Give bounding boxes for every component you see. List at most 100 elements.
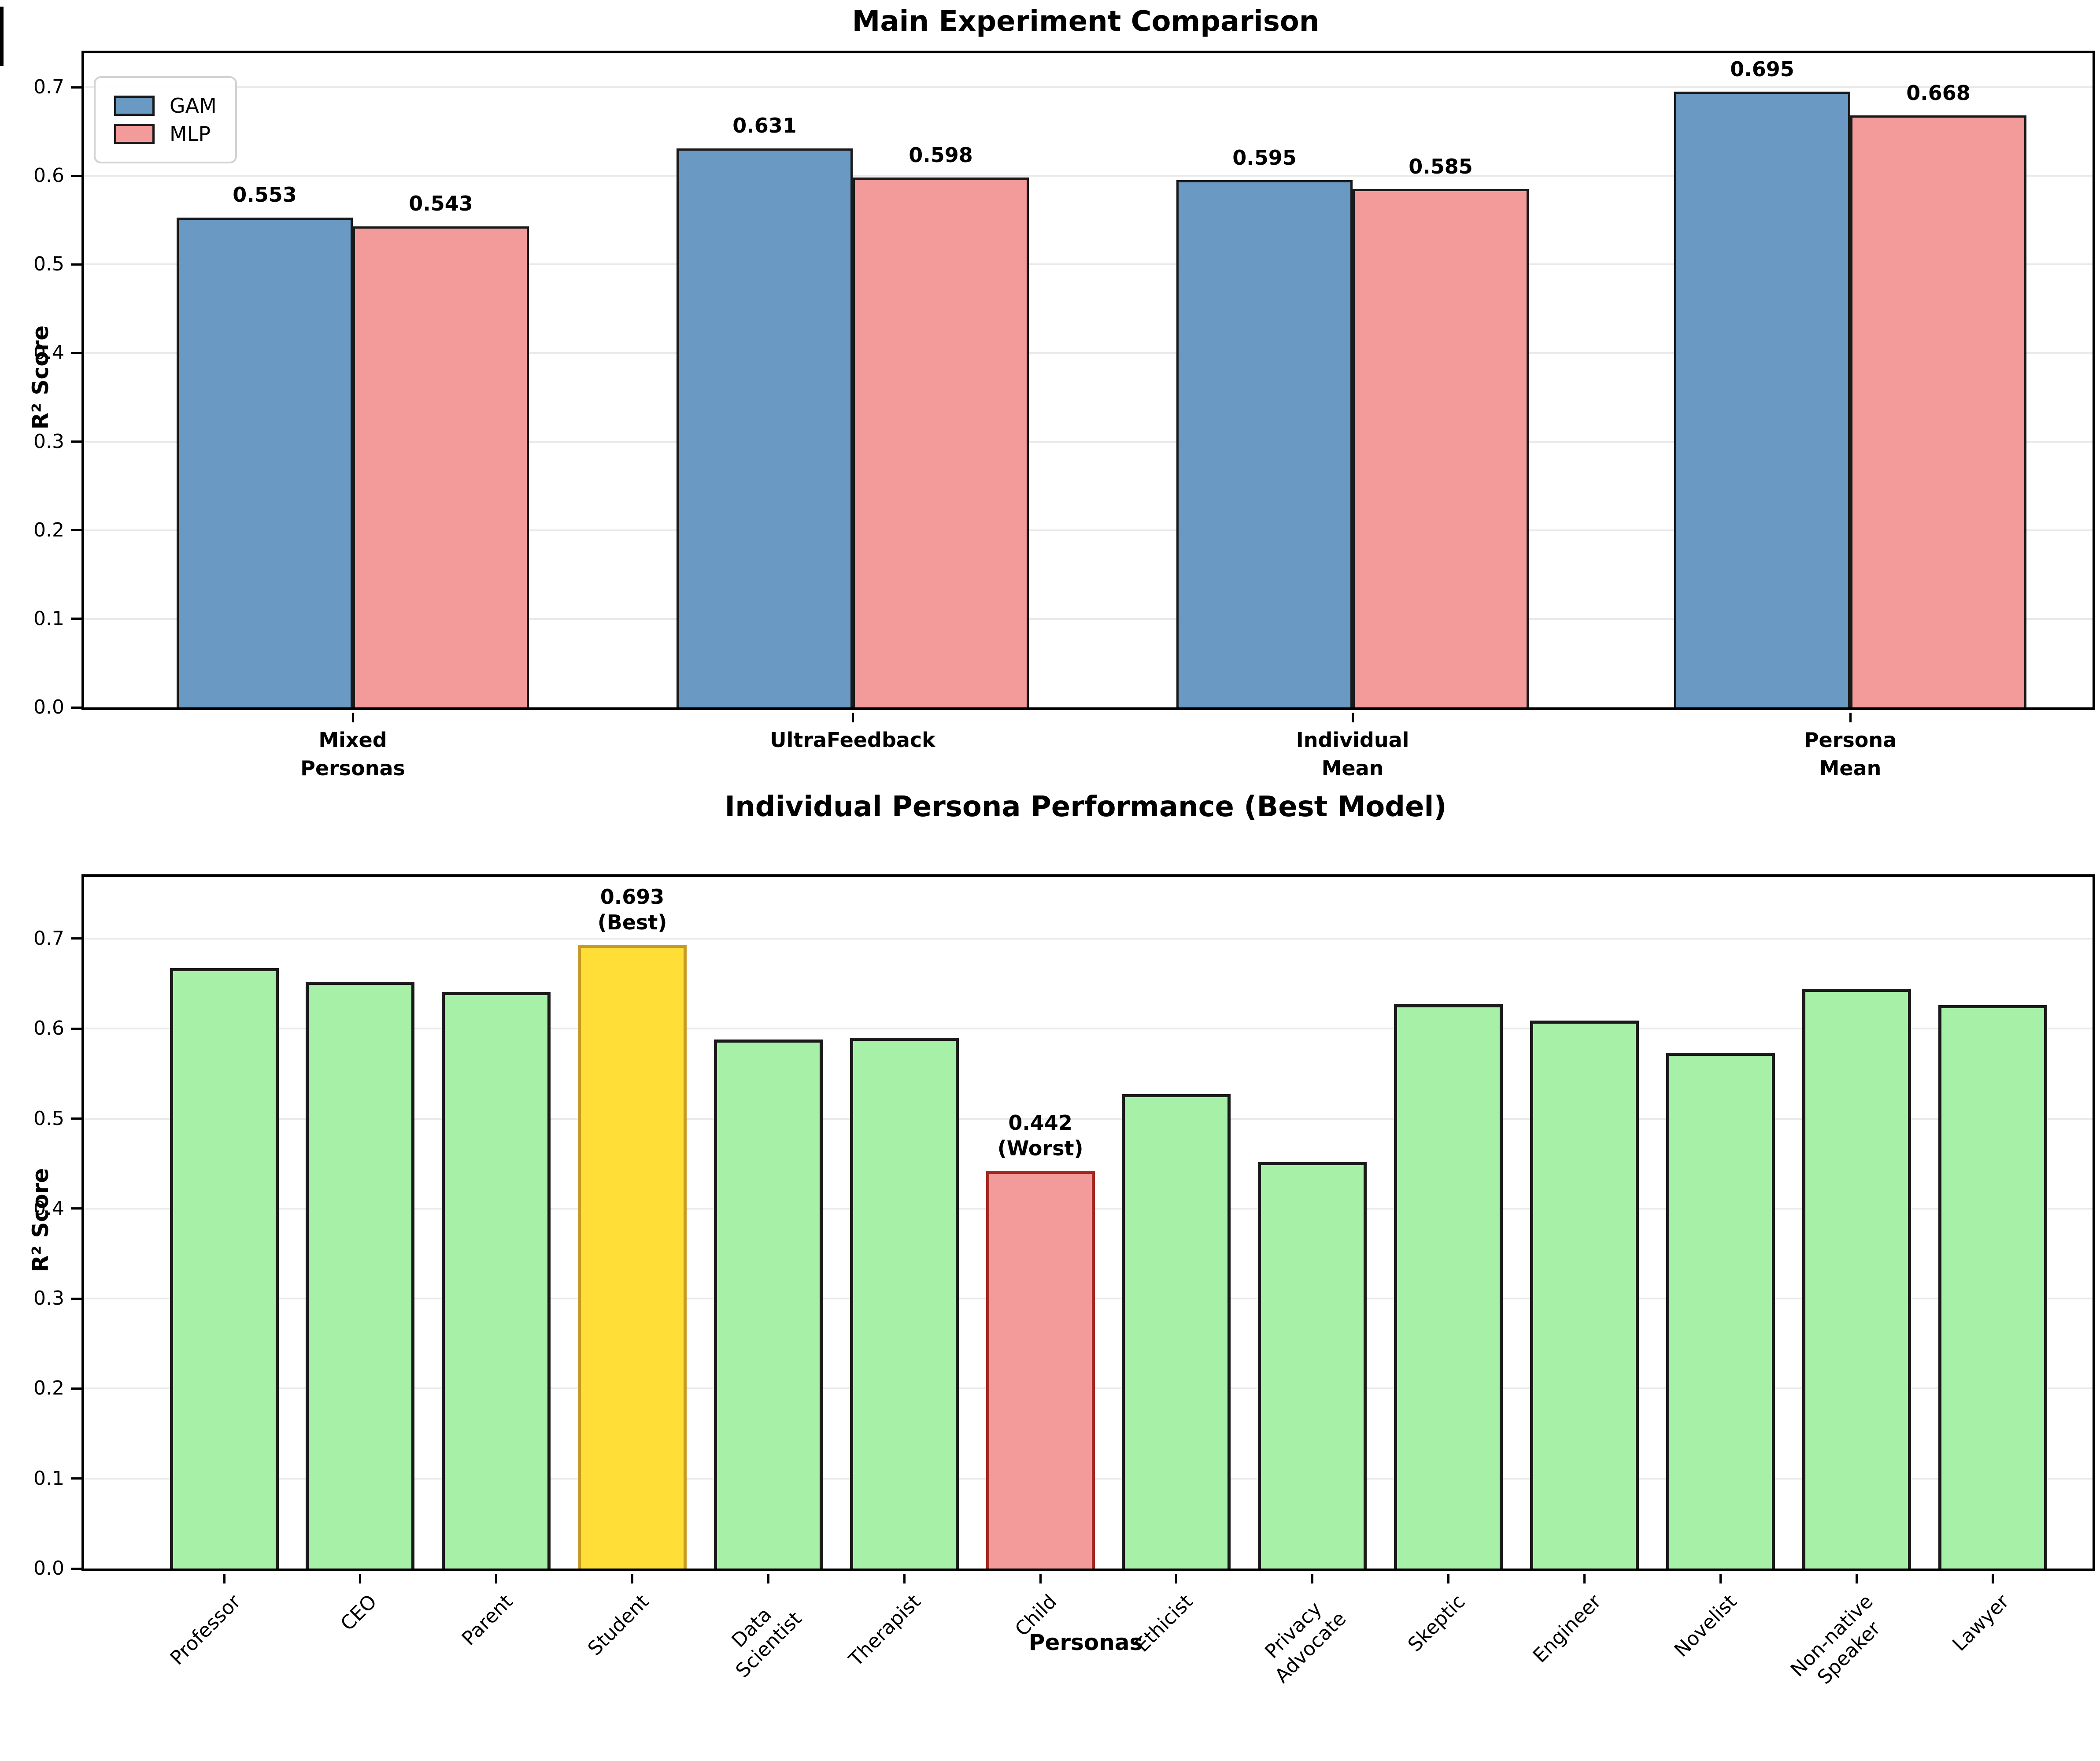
gridline <box>84 440 2093 443</box>
y-tick-label: 0.5 <box>33 1107 64 1130</box>
top-chart-title: Main Experiment Comparison <box>852 5 1320 38</box>
y-tick-label: 0.0 <box>33 696 64 718</box>
y-tick-label: 0.6 <box>33 164 64 187</box>
y-tick-mark <box>71 440 81 443</box>
y-tick-label: 0.0 <box>33 1557 64 1580</box>
gridline <box>84 529 2093 531</box>
y-tick-mark <box>71 1207 81 1210</box>
bar-gam-2 <box>1176 180 1353 707</box>
gridline <box>84 263 2093 266</box>
x-tick-mark <box>1849 713 1852 722</box>
legend-item-gam: GAM <box>114 94 217 118</box>
bar-mlp-0 <box>353 226 529 707</box>
persona-x-tick-label: Parent <box>364 1590 518 1744</box>
top-chart-axes: GAM MLP 0.0 0.1 0.2 0.3 0.4 0.5 0.6 0.7 0.553 0.63… <box>33 51 2095 780</box>
gridline <box>84 618 2093 620</box>
y-tick-mark <box>71 1297 81 1300</box>
gridline <box>84 1117 2093 1120</box>
persona-bar-2 <box>442 991 551 1569</box>
persona-bar-3 <box>578 945 687 1569</box>
persona-bar-10 <box>1530 1020 1639 1569</box>
x-tick-mark <box>767 1574 769 1583</box>
bar-value-label: 0.595 <box>1232 145 1297 170</box>
persona-x-tick-label: Ethicist <box>1044 1590 1198 1744</box>
persona-bar-11 <box>1666 1053 1775 1569</box>
bar-mlp-2 <box>1353 189 1529 707</box>
persona-label-text: Engineer <box>1528 1590 1605 1668</box>
gridline <box>84 175 2093 177</box>
persona-x-tick-label: Child <box>908 1590 1062 1744</box>
x-tick-mark <box>1039 1574 1042 1583</box>
bottom-chart-x-axis-label: Personas <box>1028 1630 1143 1655</box>
y-tick-label: 0.2 <box>33 518 64 541</box>
legend-label: MLP <box>170 122 211 146</box>
persona-bar-1 <box>306 982 415 1569</box>
legend: GAM MLP <box>94 76 237 163</box>
y-tick-label: 0.1 <box>33 1467 64 1490</box>
x-tick-label: Mixed Personas <box>300 728 405 781</box>
x-tick-mark <box>351 713 354 722</box>
legend-item-mlp: MLP <box>114 122 217 146</box>
persona-x-tick-label: Novelist <box>1588 1590 1742 1744</box>
x-tick-mark <box>359 1574 362 1583</box>
y-tick-mark <box>71 1027 81 1030</box>
persona-bar-13 <box>1938 1005 2047 1569</box>
persona-bar-9 <box>1394 1004 1503 1569</box>
bar-value-label: 0.631 <box>732 114 797 138</box>
top-chart-y-axis-label: R² Score <box>28 325 53 430</box>
y-tick-mark <box>71 263 81 266</box>
x-tick-mark <box>1991 1574 1994 1583</box>
y-tick-mark <box>71 529 81 532</box>
y-tick-label: 0.4 <box>33 341 64 364</box>
x-tick-mark <box>1175 1574 1178 1583</box>
bar-value-label: 0.585 <box>1409 154 1473 178</box>
persona-bar-7 <box>1122 1094 1231 1569</box>
persona-x-tick-label: Engineer <box>1452 1590 1606 1744</box>
y-tick-label: 0.7 <box>33 76 64 99</box>
x-tick-mark <box>631 1574 634 1583</box>
persona-bar-12 <box>1802 989 1911 1569</box>
bar-value-label: 0.553 <box>233 183 297 207</box>
x-tick-label: Individual Mean <box>1296 728 1409 781</box>
x-tick-label: UltraFeedback <box>770 728 935 752</box>
persona-x-tick-label: Professor <box>92 1590 246 1744</box>
legend-swatch-mlp <box>114 124 155 144</box>
x-tick-mark <box>495 1574 498 1583</box>
persona-x-tick-label: CEO <box>228 1590 382 1744</box>
gridline <box>84 86 2093 89</box>
bar-annotation: 0.693 (Best) <box>597 885 667 934</box>
y-tick-mark <box>71 706 81 709</box>
persona-bar-6 <box>986 1171 1095 1569</box>
y-tick-mark <box>71 174 81 177</box>
y-tick-mark <box>71 1117 81 1120</box>
bottom-chart-title: Individual Persona Performance (Best Mod… <box>725 791 1447 823</box>
gridline <box>84 1028 2093 1030</box>
bar-value-label: 0.543 <box>409 192 473 216</box>
gridline <box>84 352 2093 354</box>
y-tick-label: 0.6 <box>33 1017 64 1040</box>
persona-bar-8 <box>1258 1162 1367 1569</box>
y-tick-label: 0.3 <box>33 1287 64 1310</box>
bar-value-label: 0.695 <box>1730 57 1794 81</box>
y-tick-label: 0.4 <box>33 1197 64 1220</box>
y-tick-mark <box>71 1567 81 1570</box>
legend-swatch-gam <box>114 96 155 116</box>
y-tick-mark <box>71 86 81 89</box>
y-tick-label: 0.7 <box>33 927 64 950</box>
bottom-chart-axes: 0.0 0.1 0.2 0.3 0.4 0.5 0.6 0.7 Professor CEO Pare… <box>33 874 2095 1689</box>
x-tick-mark <box>1583 1574 1586 1583</box>
x-tick-mark <box>851 713 854 722</box>
x-tick-mark <box>1447 1574 1450 1583</box>
y-tick-mark <box>71 1387 81 1390</box>
y-tick-mark <box>71 351 81 354</box>
persona-x-tick-label: Student <box>499 1590 654 1744</box>
y-tick-mark <box>71 618 81 620</box>
x-tick-label: Persona Mean <box>1804 728 1897 781</box>
legend-label: GAM <box>170 94 217 118</box>
y-tick-label: 0.2 <box>33 1377 64 1400</box>
x-tick-mark <box>1719 1574 1722 1583</box>
bottom-chart-y-axis-label: R² Score <box>28 1168 53 1273</box>
persona-bar-5 <box>850 1037 959 1569</box>
x-tick-mark <box>903 1574 906 1583</box>
bar-value-label: 0.668 <box>1906 81 1971 105</box>
